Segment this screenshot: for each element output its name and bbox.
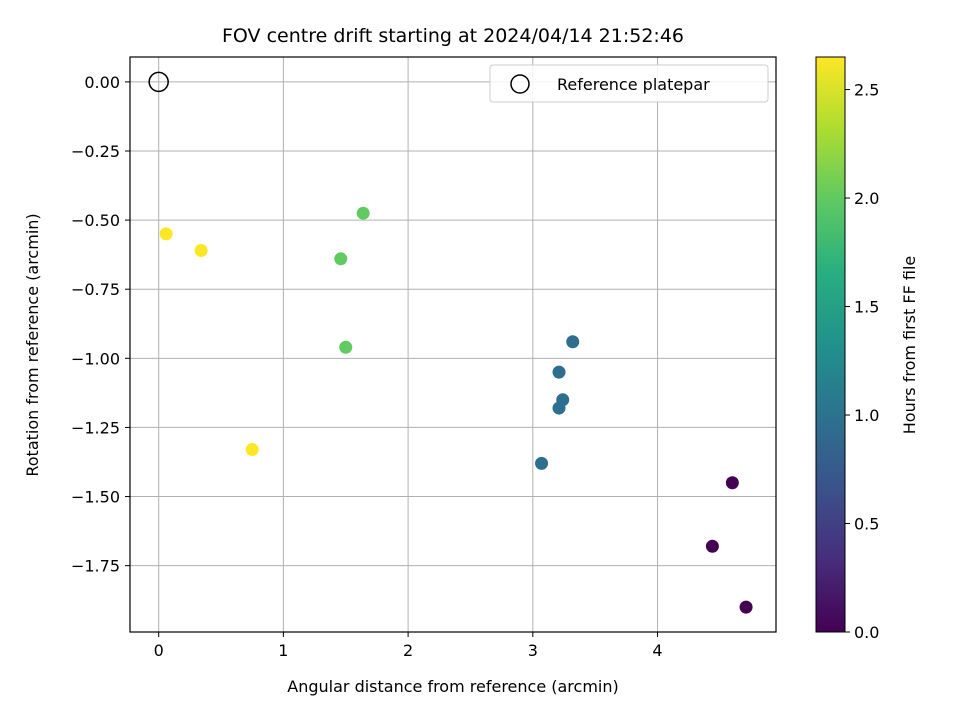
reference-point — [148, 71, 169, 93]
chart-title: FOV centre drift starting at 2024/04/14 … — [222, 25, 684, 47]
data-point — [535, 456, 549, 470]
plot-frame — [129, 56, 777, 633]
y-tick-label: −0.75 — [71, 280, 120, 299]
x-tick-label: 3 — [528, 641, 538, 660]
y-tick-label: −1.00 — [71, 349, 120, 368]
data-point — [356, 206, 370, 220]
y-tick-label: −1.50 — [71, 488, 120, 507]
colorbar-tick-label: 1.5 — [854, 298, 879, 317]
colorbar-tick-label: 2.5 — [854, 81, 879, 100]
plot-points — [148, 71, 753, 614]
data-point — [245, 443, 259, 457]
colorbar: 0.0 0.5 1.0 1.5 2.0 2.5 Hours from first FF f… — [815, 56, 919, 642]
data-point — [159, 227, 173, 241]
data-point — [739, 600, 753, 614]
data-point — [194, 244, 208, 258]
colorbar-tick-label: 0.5 — [854, 515, 879, 534]
legend-box — [489, 64, 769, 103]
x-axis-ticks: 0 1 2 3 4 — [154, 632, 663, 660]
y-axis-label: Rotation from reference (arcmin) — [23, 213, 42, 476]
colorbar-ticks: 0.0 0.5 1.0 1.5 2.0 2.5 — [845, 81, 879, 642]
plot-grid — [130, 57, 776, 632]
data-point — [334, 252, 348, 266]
y-tick-label: −0.25 — [71, 142, 120, 161]
x-tick-label: 1 — [278, 641, 288, 660]
colorbar-tick-label: 1.0 — [854, 406, 879, 425]
data-point — [566, 335, 580, 349]
data-point — [725, 476, 739, 490]
legend-label: Reference platepar — [557, 75, 710, 94]
data-point — [552, 365, 566, 379]
y-tick-label: −0.50 — [71, 211, 120, 230]
colorbar-gradient — [815, 56, 846, 633]
x-tick-label: 4 — [652, 641, 662, 660]
y-tick-label: −1.75 — [71, 557, 120, 576]
x-tick-label: 0 — [154, 641, 164, 660]
data-point — [339, 340, 353, 354]
y-axis-ticks: 0.00 −0.25 −0.50 −0.75 −1.00 −1.25 −1.50 −1.75 — [71, 73, 130, 576]
data-point — [705, 539, 719, 553]
legend-marker — [510, 74, 530, 94]
data-point — [556, 393, 570, 407]
colorbar-tick-label: 2.0 — [854, 189, 879, 208]
x-axis-label: Angular distance from reference (arcmin) — [287, 677, 618, 696]
x-tick-label: 2 — [403, 641, 413, 660]
y-tick-label: 0.00 — [84, 73, 120, 92]
colorbar-label: Hours from first FF file — [900, 256, 919, 435]
y-tick-label: −1.25 — [71, 418, 120, 437]
legend: Reference platepar — [489, 64, 769, 103]
colorbar-tick-label: 0.0 — [854, 623, 879, 642]
